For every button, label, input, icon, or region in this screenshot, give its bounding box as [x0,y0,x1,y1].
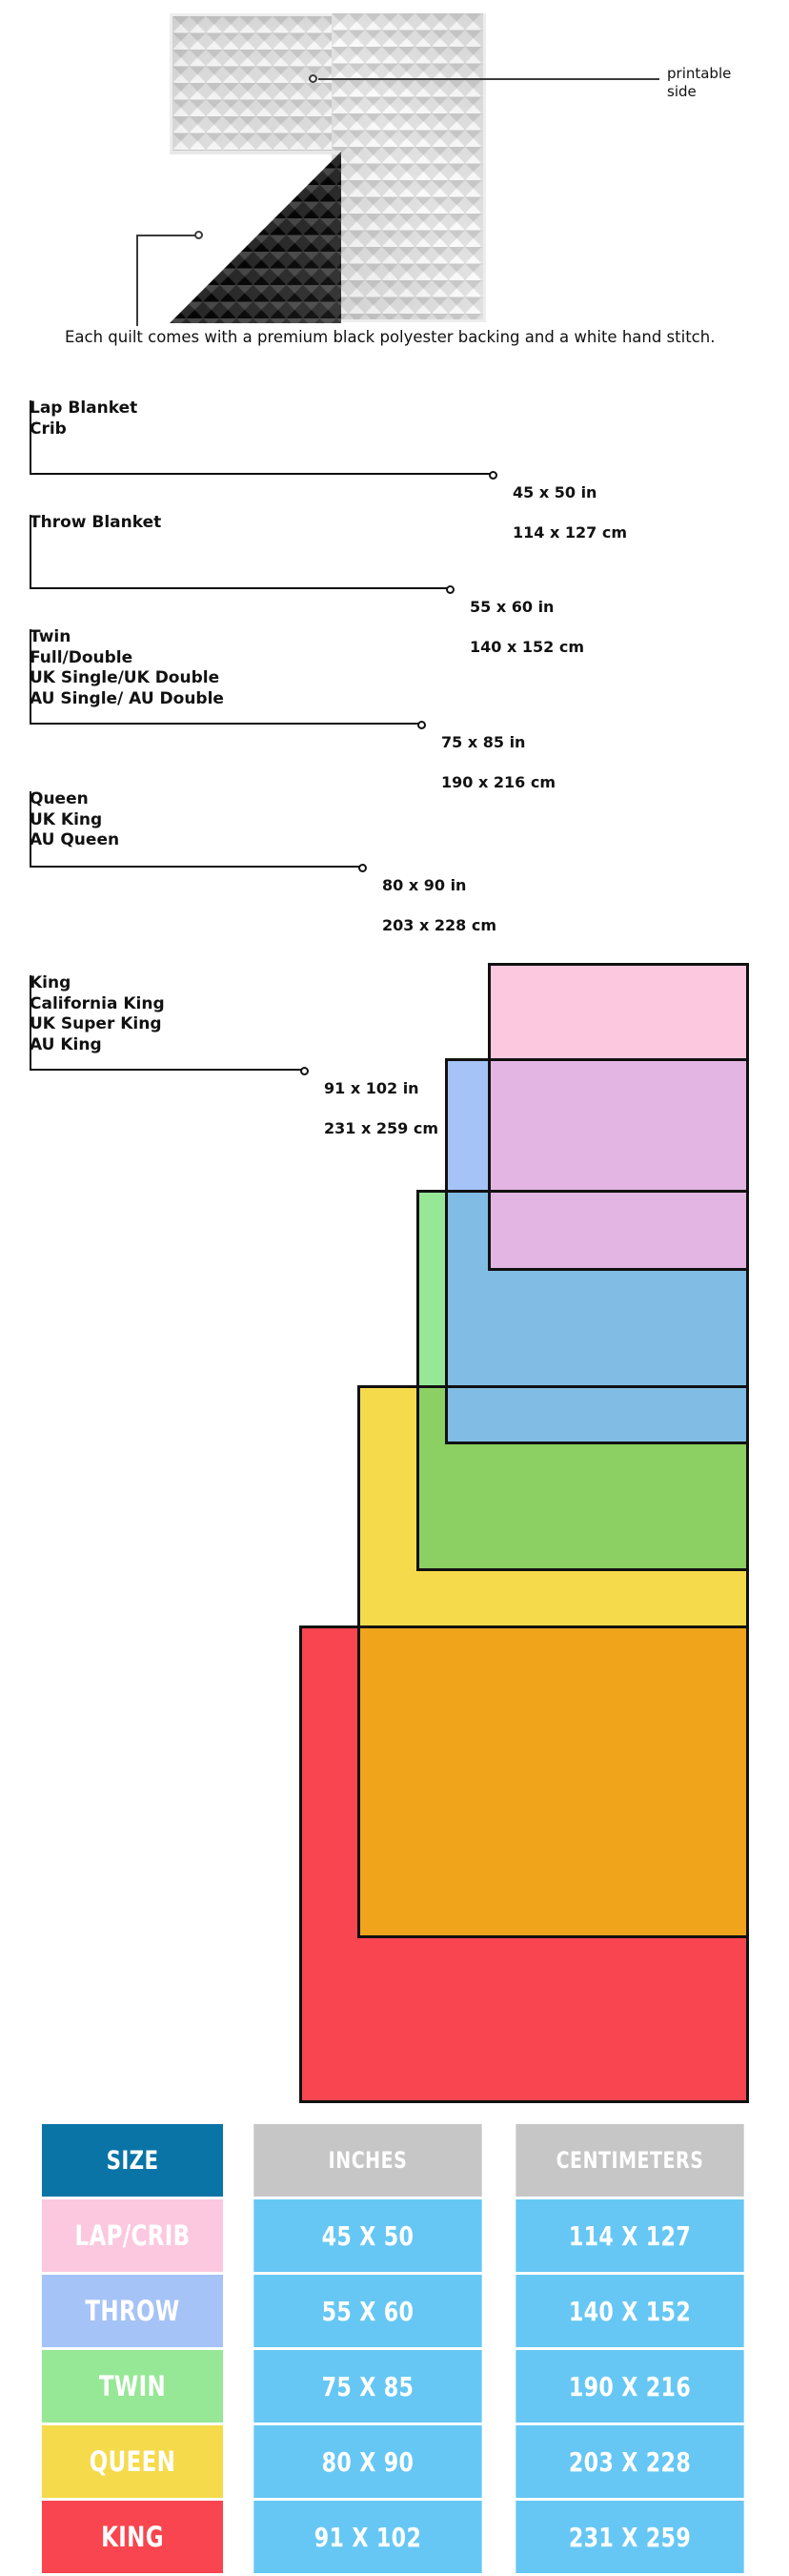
bracket-twin [30,629,421,725]
group-label-king-line3: UK Super King [30,1014,162,1033]
table-row: KING 91 X 102 231 X 259 [30,2501,759,2573]
table-header-row: SIZE INCHES CENTIMETERS [30,2124,759,2197]
table-cell-size: QUEEN [41,2425,224,2498]
table-cell-size: KING [41,2501,224,2573]
dimension-lap-crib: 45 x 50 in 114 x 127 cm [513,462,627,562]
marker-queen [358,864,367,872]
marker-throw [446,585,455,594]
black-backing-marker-icon [194,231,203,239]
printable-side-label-line2: side [667,83,697,100]
table-cell-inches: 91 X 102 [253,2501,482,2573]
dimension-twin-cm: 190 x 216 cm [441,773,556,791]
size-table: SIZE INCHES CENTIMETERS LAP/CRIB 45 X 50… [30,2124,759,2576]
black-backing-leader-vertical [136,235,138,326]
quilt-white-right-panel-icon [332,13,486,322]
dimension-twin: 75 x 85 in 190 x 216 cm [441,712,556,812]
group-label-lap-crib-line2: Crib [30,419,67,439]
group-label-twin-line1: Twin [30,627,71,646]
dimension-throw: 55 x 60 in 140 x 152 cm [470,577,584,677]
black-backing-leader-horizontal [136,235,195,236]
group-label-king-line2: California King [30,993,165,1013]
backing-caption: Each quilt comes with a premium black po… [65,328,716,346]
bracket-queen [30,791,362,868]
group-label-twin-line2: Full/Double [30,647,133,667]
group-label-king: King California King UK Super King AU Ki… [30,973,344,1055]
bracket-throw [30,515,450,589]
quilt-illustration: printable side Each quilt comes with a p… [0,0,789,400]
group-label-twin-line3: UK Single/UK Double [30,668,220,687]
group-label-king-line4: AU King [30,1034,102,1054]
table-cell-inches: 75 X 85 [253,2350,482,2423]
dimension-king-inches: 91 x 102 in [324,1079,419,1097]
table-cell-centimeters: 203 X 228 [516,2425,744,2498]
overlap-lap-throw [490,1060,747,1269]
marker-twin [417,721,426,729]
table-header-centimeters: CENTIMETERS [516,2124,744,2197]
dimension-lap-crib-cm: 114 x 127 cm [513,523,627,542]
group-label-lap-crib-line1: Lap Blanket [30,399,138,418]
dimension-queen: 80 x 90 in 203 x 228 cm [382,855,496,955]
quilt-fold-edge [170,151,341,154]
table-cell-centimeters: 190 X 216 [516,2350,744,2423]
group-label-king-line1: King [30,973,71,992]
size-rect-lap-crib-stroke [488,963,749,1271]
group-label-queen-line3: AU Queen [30,830,120,849]
printable-side-marker-icon [309,74,317,83]
group-label-queen-line1: Queen [30,789,89,808]
size-comparison-diagram: Lap Blanket Crib 45 x 50 in 114 x 127 cm… [0,399,789,2103]
dimension-lap-crib-inches: 45 x 50 in [513,483,597,501]
dimension-queen-inches: 80 x 90 in [382,876,467,894]
group-label-twin-line4: AU Single/ AU Double [30,688,224,708]
table-cell-inches: 80 X 90 [253,2425,482,2498]
overlap-queen-king [359,1627,747,1936]
group-label-queen-line2: UK King [30,809,103,829]
group-label-throw-line1: Throw Blanket [30,513,162,532]
dimension-queen-cm: 203 x 228 cm [382,916,496,934]
marker-king [300,1067,309,1075]
printable-side-label: printable side [667,65,781,101]
size-rect-queen-stroke [357,1385,749,1938]
table-cell-inches: 45 X 50 [253,2199,482,2272]
dimension-twin-inches: 75 x 85 in [441,733,526,751]
table-row: TWIN 75 X 85 190 X 216 [30,2350,759,2423]
dimension-king: 91 x 102 in 231 x 259 cm [324,1058,438,1158]
table-header-size: SIZE [41,2124,224,2197]
printable-side-leader-line [318,78,659,80]
table-row: LAP/CRIB 45 X 50 114 X 127 [30,2199,759,2272]
table-cell-size: LAP/CRIB [41,2199,224,2272]
marker-lap-crib [489,471,497,480]
table-row: THROW 55 X 60 140 X 152 [30,2275,759,2347]
table-cell-centimeters: 140 X 152 [516,2275,744,2347]
printable-side-label-line1: printable [667,65,732,82]
table-row: QUEEN 80 X 90 203 X 228 [30,2425,759,2498]
table-cell-centimeters: 114 X 127 [516,2199,744,2272]
table-cell-size: THROW [41,2275,224,2347]
group-label-twin: Twin Full/Double UK Single/UK Double AU … [30,627,411,709]
group-label-lap-crib: Lap Blanket Crib [30,399,344,440]
table-cell-inches: 55 X 60 [253,2275,482,2347]
dimension-throw-cm: 140 x 152 cm [470,638,584,656]
table-cell-size: TWIN [41,2350,224,2423]
table-cell-centimeters: 231 X 259 [516,2501,744,2573]
group-label-throw: Throw Blanket [30,513,344,534]
quilt-image [170,13,486,323]
dimension-throw-inches: 55 x 60 in [470,598,555,616]
table-header-inches: INCHES [253,2124,482,2197]
group-label-queen: Queen UK King AU Queen [30,789,344,851]
bracket-lap-crib [30,400,493,475]
dimension-king-cm: 231 x 259 cm [324,1119,438,1137]
bracket-king [30,975,304,1071]
